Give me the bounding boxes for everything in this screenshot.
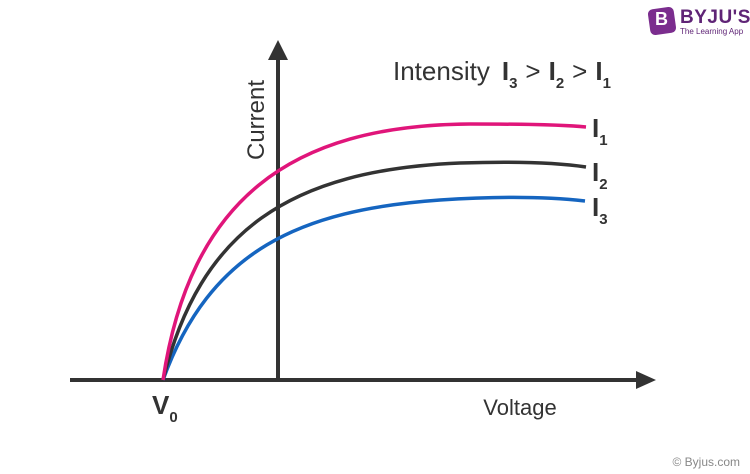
x-axis-label: Voltage — [483, 395, 556, 420]
curve-i2 — [161, 160, 587, 381]
legend-operator-1: > — [525, 56, 540, 86]
curve-label-i1: I1 — [592, 113, 608, 149]
legend-prefix: Intensity — [393, 56, 490, 86]
intensity-legend: Intensity I3 > I2 > I1 — [393, 56, 611, 92]
brand-tagline: The Learning App — [680, 27, 744, 36]
legend-operator-2: > — [572, 56, 587, 86]
legend-term-2-sub: 2 — [556, 75, 564, 92]
curve-label-i2: I2 — [592, 157, 608, 193]
y-axis-label: Current — [243, 80, 270, 160]
origin-label: V0 — [152, 390, 178, 426]
legend-term-3-main: I — [595, 56, 602, 86]
curve-label-i3: I3 — [592, 192, 608, 228]
origin-label-main: V — [152, 390, 170, 420]
brand-logo-letter: B — [655, 9, 668, 29]
x-axis-arrow — [636, 371, 656, 389]
legend-term-1-sub: 3 — [509, 75, 517, 92]
origin-label-sub: 0 — [169, 409, 177, 426]
curve-i3 — [161, 195, 586, 381]
legend-term-1-main: I — [502, 56, 509, 86]
brand-name: BYJU'S — [680, 7, 750, 28]
legend-term-3-sub: 1 — [603, 75, 611, 92]
y-axis-arrow — [268, 40, 288, 60]
legend-term-2-main: I — [549, 56, 556, 86]
copyright-text: © Byjus.com — [672, 455, 740, 469]
curve-i1 — [161, 122, 587, 381]
